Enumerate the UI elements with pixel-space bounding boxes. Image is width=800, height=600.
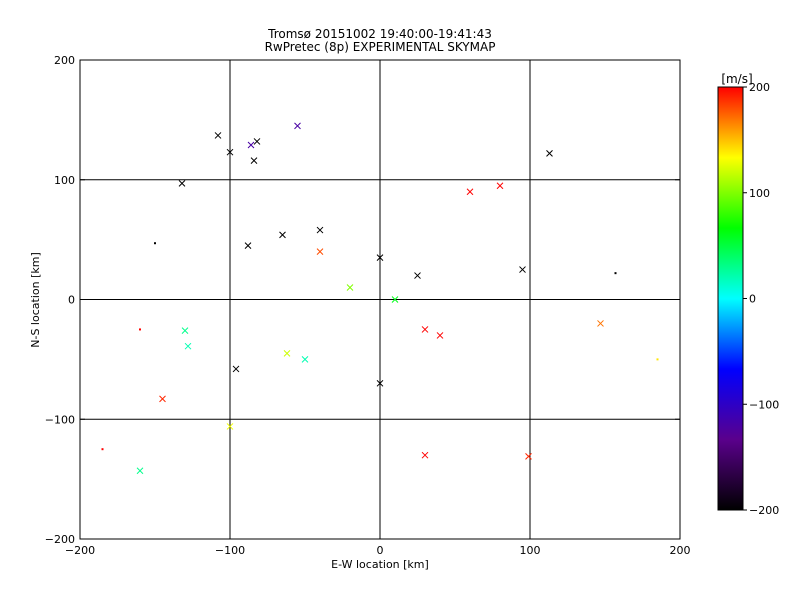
y-tick-label: −200 <box>45 533 75 546</box>
colorbar-tick-label: −200 <box>749 504 779 517</box>
data-point-cross <box>376 379 384 387</box>
colorbar-label: [m/s] <box>721 72 752 86</box>
colorbar-tick-label: 100 <box>749 187 770 200</box>
data-point-dot <box>101 448 104 451</box>
data-point-cross <box>283 350 291 357</box>
colorbar-tick-label: 200 <box>749 81 770 94</box>
data-point-cross <box>316 248 324 255</box>
data-point-dot <box>139 328 141 331</box>
data-point-cross <box>136 467 144 475</box>
y-tick-label: 200 <box>54 54 75 67</box>
x-tick-label: 0 <box>377 544 384 557</box>
data-point-cross <box>546 150 553 157</box>
data-point-cross <box>346 284 354 291</box>
colorbar-ticks: 200 100 0 −100 −200 <box>743 81 779 517</box>
x-tick-label: 200 <box>670 544 691 557</box>
data-point-cross <box>244 242 252 249</box>
y-axis-ticks: −200 −100 0 100 200 <box>45 54 680 546</box>
x-tick-label: −200 <box>65 544 95 557</box>
data-point-cross <box>181 327 189 334</box>
data-point-cross <box>496 182 504 190</box>
y-axis-label: N-S location [km] <box>29 252 42 348</box>
chart-subtitle: RwPretec (8p) EXPERIMENTAL SKYMAP <box>265 40 496 54</box>
data-point-dot <box>614 272 617 275</box>
data-point-cross <box>214 132 222 139</box>
grid-lines <box>80 60 680 539</box>
data-point-cross <box>294 122 301 130</box>
data-point-cross <box>391 296 399 303</box>
data-point-cross <box>519 266 526 273</box>
data-point-cross <box>414 272 421 279</box>
data-point-cross <box>247 141 255 149</box>
data-point-cross <box>253 138 261 145</box>
data-point-cross <box>421 326 429 333</box>
y-tick-label: 0 <box>68 294 75 307</box>
data-point-cross <box>436 332 444 339</box>
colorbar-gradient <box>718 87 743 510</box>
chart-title: Tromsø 20151002 19:40:00-19:41:43 <box>267 27 492 41</box>
x-tick-label: 100 <box>520 544 541 557</box>
data-point-cross <box>279 231 286 239</box>
data-point-cross <box>376 254 384 261</box>
x-axis-label: E-W location [km] <box>331 558 429 571</box>
x-tick-label: −100 <box>215 544 245 557</box>
y-tick-label: 100 <box>54 174 75 187</box>
x-axis-ticks: −200 −100 0 100 200 <box>65 60 691 557</box>
data-point-cross <box>597 320 604 327</box>
data-point-cross <box>525 453 532 460</box>
data-point-dot <box>154 242 156 245</box>
data-point-cross <box>232 365 240 373</box>
data-point-cross <box>316 226 324 234</box>
colorbar-tick-label: 0 <box>749 293 756 306</box>
colorbar-tick-label: −100 <box>749 398 779 411</box>
y-tick-label: −100 <box>45 413 75 426</box>
data-point-cross <box>466 188 474 196</box>
data-point-cross <box>184 342 192 350</box>
data-point-cross <box>178 179 186 187</box>
data-points <box>101 122 659 475</box>
data-point-cross <box>159 395 166 403</box>
data-point-cross <box>421 451 429 459</box>
data-point-cross <box>226 148 234 156</box>
data-point-cross <box>301 356 309 363</box>
data-point-dot <box>656 358 659 361</box>
data-point-cross <box>250 157 258 164</box>
colorbar: [m/s] 200 100 0 −100 −200 <box>717 72 779 517</box>
data-point-cross <box>226 423 234 430</box>
